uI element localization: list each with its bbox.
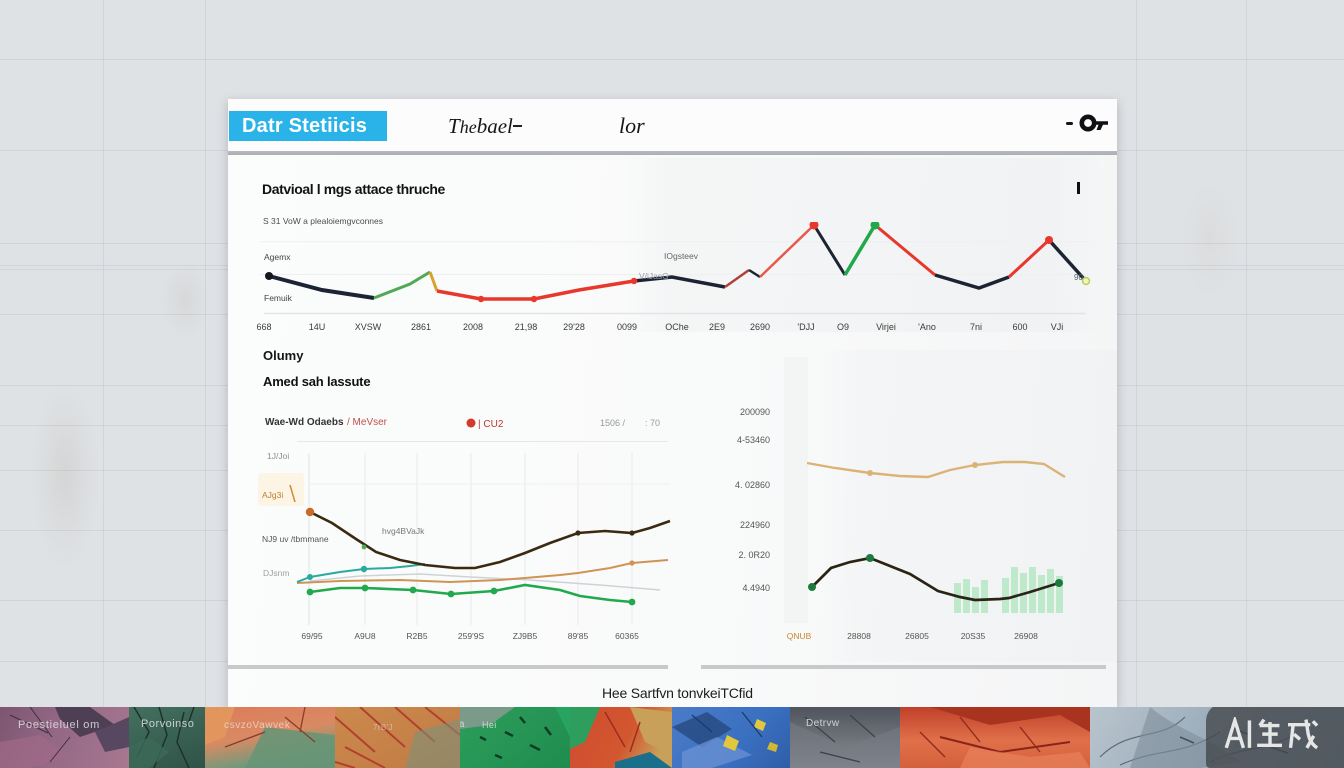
svg-text:Femuik: Femuik	[264, 293, 293, 303]
svg-text:hvg4BVaJk: hvg4BVaJk	[382, 526, 425, 536]
svg-text:90: 90	[1074, 273, 1083, 282]
svg-text:V/iJasG: V/iJasG	[639, 271, 669, 281]
svg-text:Agemx: Agemx	[264, 252, 291, 262]
svg-text:| CU2: | CU2	[478, 419, 504, 430]
svg-text:AJg3i: AJg3i	[262, 490, 283, 500]
svg-text:IOgsteev: IOgsteev	[664, 251, 699, 261]
